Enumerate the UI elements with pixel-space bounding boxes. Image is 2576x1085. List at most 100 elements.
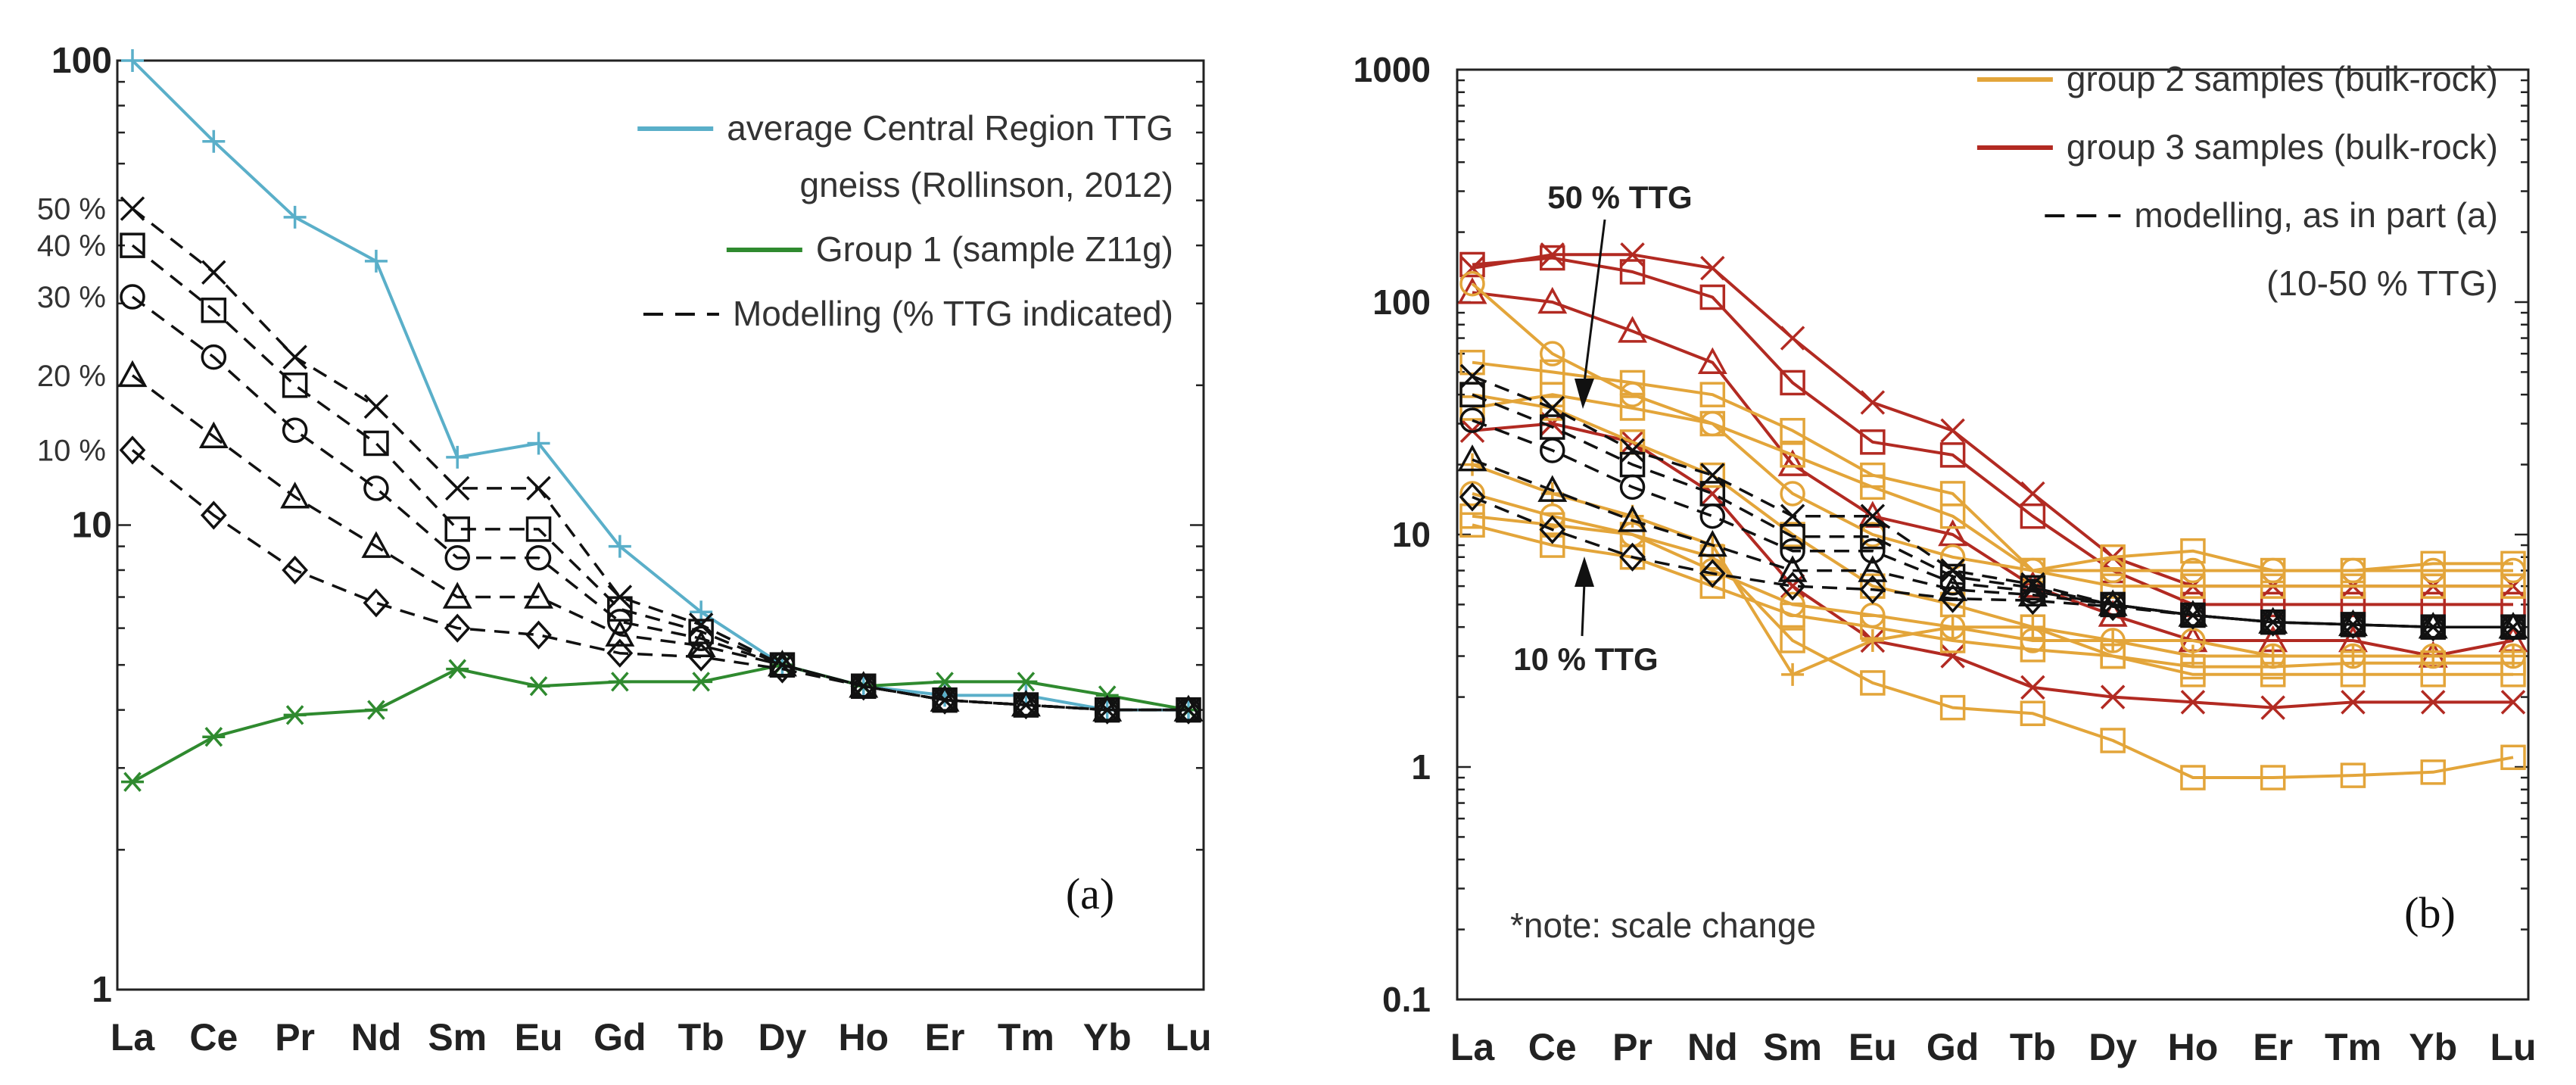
data-point (850, 672, 877, 701)
data-point (1779, 572, 1806, 601)
data-point (2338, 609, 2368, 637)
legend-label: average Central Region TTG (727, 108, 1173, 148)
y-tick-label: 1 (1411, 747, 1431, 787)
data-point (1699, 382, 1726, 407)
data-point (1860, 523, 1886, 550)
data-point (1620, 438, 1645, 463)
data-point (1619, 259, 1646, 285)
data-point (1777, 555, 1808, 582)
data-point (1780, 602, 1805, 628)
data-point (1780, 326, 1805, 351)
data-point (1860, 390, 1886, 415)
data-point (1619, 395, 1646, 421)
data-point (525, 620, 552, 650)
data-point (2340, 610, 2366, 639)
data-point (1540, 438, 1565, 463)
data-point (1940, 418, 1965, 443)
data-point (2100, 557, 2126, 584)
data-point (2180, 765, 2206, 790)
data-point (444, 516, 470, 542)
data-point (1618, 505, 1647, 532)
x-tick-label: Tb (2010, 1026, 2056, 1068)
data-point (1537, 286, 1568, 314)
series-line (132, 663, 1189, 784)
series-line (1472, 458, 2513, 628)
data-point (1860, 429, 1886, 455)
data-point (2500, 744, 2526, 771)
y-tick-label: 10 (1392, 515, 1431, 554)
x-tick-label: Pr (275, 1016, 315, 1058)
x-tick-label: Yb (2409, 1026, 2457, 1068)
series-line (1472, 291, 2514, 658)
x-tick-label: Tm (2325, 1026, 2381, 1068)
data-point (1858, 555, 1888, 582)
series-group-3-d (1459, 411, 2526, 720)
data-point (1011, 689, 1041, 717)
data-point (2260, 662, 2286, 687)
y-tick-label: 0.1 (1382, 980, 1431, 1019)
data-point (2420, 573, 2446, 599)
arrowhead (1575, 379, 1594, 409)
data-point (2420, 759, 2446, 785)
data-point (769, 654, 796, 684)
data-point (1459, 512, 1485, 538)
data-point (2260, 765, 2286, 790)
data-point (1939, 503, 1966, 529)
data-point (1619, 542, 1646, 572)
data-point (525, 545, 552, 571)
data-point (2420, 662, 2446, 687)
x-tick-label: Ce (1528, 1026, 1577, 1068)
percent-label: 20 % (37, 360, 106, 393)
series-group-2-c (1459, 382, 2526, 599)
data-point (2098, 589, 2128, 616)
data-point (525, 516, 552, 542)
data-point (1540, 395, 1565, 421)
x-tick-label: Gd (593, 1016, 646, 1058)
data-point (1540, 382, 1565, 407)
data-point (2020, 481, 2045, 507)
data-point (1540, 503, 1565, 529)
data-point (1459, 481, 1485, 507)
data-point (1459, 270, 1485, 297)
data-point (2500, 573, 2526, 599)
y-tick-label: 1 (92, 970, 112, 1010)
data-point (2100, 684, 2126, 709)
x-tick-label: Gd (1927, 1026, 1979, 1068)
data-point (1939, 544, 1966, 570)
legend-label: group 3 samples (bulk-rock) (2067, 127, 2498, 167)
data-point (1700, 255, 1725, 281)
data-point (2100, 573, 2126, 599)
data-point (1859, 575, 1886, 604)
y-tick-label: 10 (72, 506, 112, 546)
data-point (1939, 442, 1966, 468)
data-point (1699, 503, 1726, 529)
data-point (1939, 569, 1966, 596)
arrowhead (1575, 557, 1594, 587)
x-tick-label: Ho (838, 1016, 889, 1058)
x-tick-label: Er (925, 1016, 965, 1058)
x-tick-label: Tb (678, 1016, 724, 1058)
data-point (1461, 453, 1484, 476)
x-tick-label: Nd (351, 1016, 402, 1058)
data-point (2180, 662, 2206, 687)
data-point (2260, 643, 2286, 669)
data-point (1697, 529, 1727, 557)
data-point (202, 129, 226, 153)
legend-label: modelling, as in part (a) (2134, 195, 2498, 235)
data-point (2100, 728, 2126, 753)
data-point (1539, 515, 1566, 544)
data-point (1860, 504, 1886, 528)
data-point (364, 249, 388, 273)
series-line (1472, 360, 2513, 572)
data-point (117, 360, 148, 388)
data-point (1939, 614, 1966, 640)
data-point (690, 672, 713, 692)
data-point (283, 705, 307, 725)
data-point (2500, 662, 2526, 687)
data-point (1699, 284, 1726, 310)
data-point (282, 373, 308, 398)
data-point (608, 672, 631, 692)
data-point (2020, 700, 2046, 727)
data-point (2020, 637, 2046, 663)
legend-label: gneiss (Rollinson, 2012) (800, 165, 1174, 204)
